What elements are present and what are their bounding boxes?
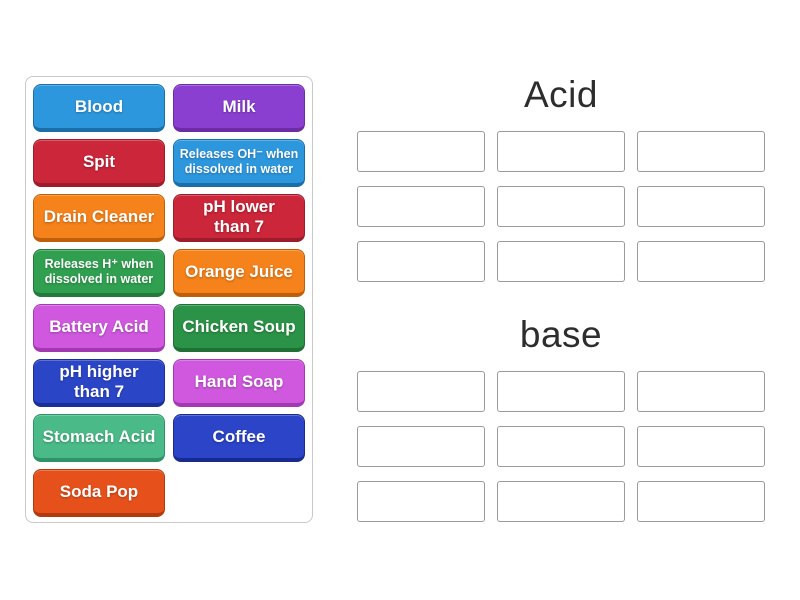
tile-orange-juice[interactable]: Orange Juice xyxy=(173,249,305,297)
tile-drain-cleaner[interactable]: Drain Cleaner xyxy=(33,194,165,242)
drop-slot-base-9[interactable] xyxy=(637,481,765,522)
drop-slot-base-6[interactable] xyxy=(637,426,765,467)
tile-stomach-acid[interactable]: Stomach Acid xyxy=(33,414,165,462)
drop-slot-acid-1[interactable] xyxy=(357,131,485,172)
drop-slot-acid-9[interactable] xyxy=(637,241,765,282)
drop-slot-base-3[interactable] xyxy=(637,371,765,412)
drop-slot-base-4[interactable] xyxy=(357,426,485,467)
tile-milk[interactable]: Milk xyxy=(173,84,305,132)
drop-slot-base-2[interactable] xyxy=(497,371,625,412)
drop-slot-acid-3[interactable] xyxy=(637,131,765,172)
tile-ph-lower-than-7[interactable]: pH lower than 7 xyxy=(173,194,305,242)
group-base-heading: base xyxy=(519,314,603,355)
drop-slot-acid-5[interactable] xyxy=(497,186,625,227)
drop-slot-base-8[interactable] xyxy=(497,481,625,522)
drop-slot-base-7[interactable] xyxy=(357,481,485,522)
drop-slot-base-1[interactable] xyxy=(357,371,485,412)
tile-panel: Blood Milk Spit Releases OH⁻ when dissolved… xyxy=(25,76,313,523)
drop-slot-base-5[interactable] xyxy=(497,426,625,467)
tile-releases-h-when-dissolved-in-water[interactable]: Releases H⁺ when dissolved in water xyxy=(33,249,165,297)
tile-spit[interactable]: Spit xyxy=(33,139,165,187)
drop-slot-acid-2[interactable] xyxy=(497,131,625,172)
tile-battery-acid[interactable]: Battery Acid xyxy=(33,304,165,352)
tile-ph-higher-than-7[interactable]: pH higher than 7 xyxy=(33,359,165,407)
drop-slot-acid-7[interactable] xyxy=(357,241,485,282)
tile-board: Blood Milk Spit Releases OH⁻ when dissolved… xyxy=(26,77,312,524)
tile-hand-soap[interactable]: Hand Soap xyxy=(173,359,305,407)
tile-soda-pop[interactable]: Soda Pop xyxy=(33,469,165,517)
group-acid-slots xyxy=(357,131,765,282)
group-base-slots xyxy=(357,371,765,522)
tile-chicken-soup[interactable]: Chicken Soup xyxy=(173,304,305,352)
group-acid-heading: Acid xyxy=(524,74,598,115)
drop-slot-acid-6[interactable] xyxy=(637,186,765,227)
group-base: base xyxy=(357,312,765,522)
group-acid: Acid xyxy=(357,72,765,282)
tile-releases-oh-when-dissolved-in-water[interactable]: Releases OH⁻ when dissolved in water xyxy=(173,139,305,187)
drop-slot-acid-8[interactable] xyxy=(497,241,625,282)
tile-blood[interactable]: Blood xyxy=(33,84,165,132)
drop-slot-acid-4[interactable] xyxy=(357,186,485,227)
tile-coffee[interactable]: Coffee xyxy=(173,414,305,462)
